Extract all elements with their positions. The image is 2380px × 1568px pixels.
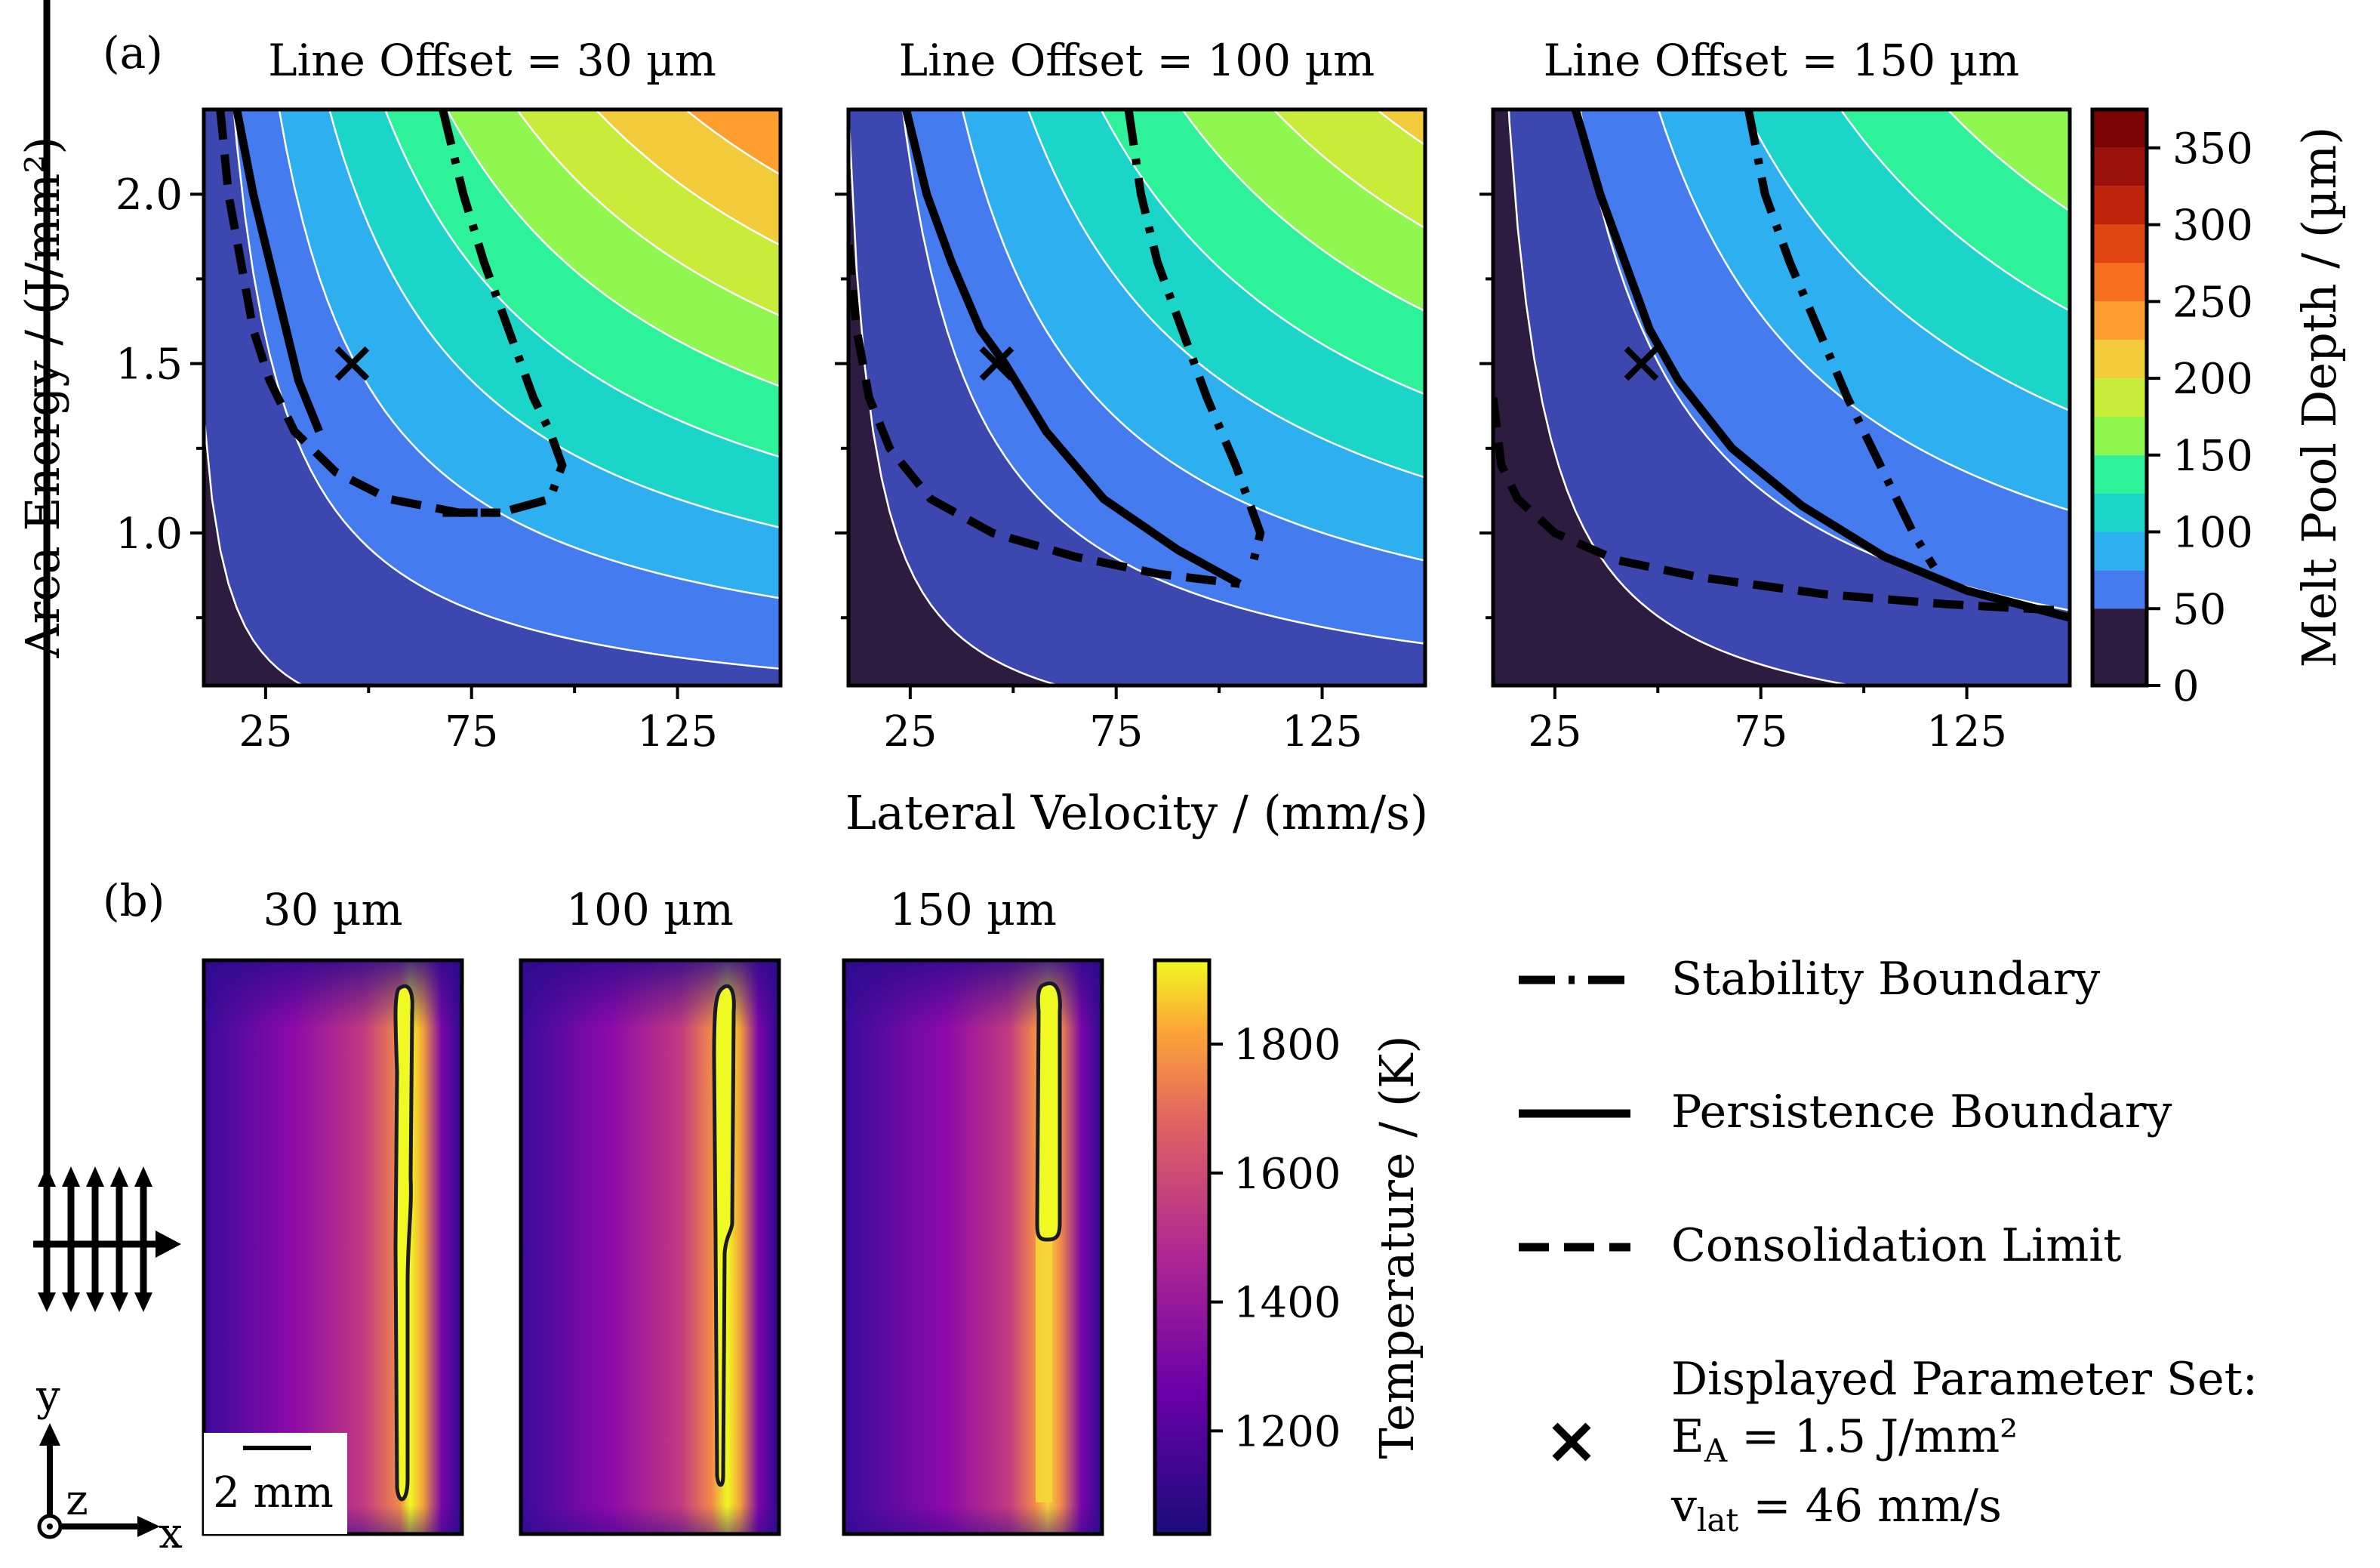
melt-pool-outline-3 bbox=[1035, 981, 1062, 1242]
plot-title-2: Line Offset = 100 µm bbox=[899, 35, 1375, 86]
temperature-tick-label: 1800 bbox=[1233, 1021, 1341, 1070]
x-tick-label: 75 bbox=[445, 707, 498, 756]
contour-plot-2: Line Offset = 100 µm bbox=[846, 35, 1427, 688]
legend-consolidation-label: Consolidation Limit bbox=[1671, 1219, 2122, 1272]
axes-frame-2 bbox=[846, 107, 1427, 688]
x-tick-label: 25 bbox=[883, 707, 937, 756]
x-tick-label: 125 bbox=[637, 707, 718, 756]
parameter-marker-2 bbox=[979, 346, 1015, 381]
depth-colorbar-label: Melt Pool Depth / (µm) bbox=[2292, 127, 2347, 668]
persistence-boundary-line-1 bbox=[232, 109, 323, 433]
parameter-marker-1 bbox=[334, 346, 370, 381]
depth-tick-label: 200 bbox=[2172, 355, 2253, 404]
legend-persistence-label: Persistence Boundary bbox=[1671, 1086, 2172, 1138]
depth-colorbar-levels: 0 50 100 150 200 250 300 350 bbox=[2092, 109, 2253, 711]
legend-stability-label: Stability Boundary bbox=[1671, 953, 2101, 1006]
temperature-map-2: 100 µm bbox=[519, 884, 781, 1536]
y-tick-label: 2.0 bbox=[115, 171, 183, 220]
heat-track-3 bbox=[1036, 1223, 1052, 1502]
consolidation-limit-line-1 bbox=[216, 109, 500, 517]
x-axis-label: Lateral Velocity / (mm/s) bbox=[845, 785, 1428, 840]
temperature-map-frame-2 bbox=[519, 958, 781, 1536]
legend bbox=[1519, 975, 1630, 1462]
depth-tick-label: 350 bbox=[2172, 125, 2253, 174]
persistence-boundary-line-2 bbox=[902, 109, 1242, 588]
depth-tick-label: 150 bbox=[2172, 432, 2253, 481]
x-tick-label: 25 bbox=[1528, 707, 1581, 756]
temperature-map-1: 30 µm 2 mm bbox=[202, 884, 464, 1536]
temperature-map-3: 150 µm bbox=[842, 884, 1104, 1536]
axis-indicator-y: y bbox=[35, 1372, 60, 1421]
plot-title-1: Line Offset = 30 µm bbox=[268, 35, 716, 86]
contour-fill-3 bbox=[1493, 109, 2070, 685]
legend-param-ea-sub: A bbox=[1704, 1432, 1728, 1469]
x-tick-label: 125 bbox=[1282, 707, 1362, 756]
legend-param-v-value: = 46 mm/s bbox=[1738, 1480, 2002, 1533]
temperature-tick-label: 1600 bbox=[1233, 1150, 1341, 1199]
x-tick-label: 75 bbox=[1734, 707, 1787, 756]
legend-param-ea-value: = 1.5 J/mm² bbox=[1727, 1410, 2018, 1463]
temperature-map-title-2: 100 µm bbox=[566, 884, 734, 935]
axis-indicator-x: x bbox=[159, 1509, 183, 1558]
contour-plot-1: Line Offset = 30 µm bbox=[202, 35, 783, 688]
panel-label-b: (b) bbox=[103, 875, 165, 926]
parameter-marker-3 bbox=[1624, 346, 1659, 381]
contour-fill-1 bbox=[204, 109, 781, 685]
panel-label-a: (a) bbox=[103, 27, 163, 79]
contour-plot-3: Line Offset = 150 µm bbox=[1491, 35, 2072, 688]
temperature-map-title-3: 150 µm bbox=[889, 884, 1057, 935]
depth-tick-label: 250 bbox=[2172, 278, 2253, 327]
melt-pool-outline-1 bbox=[393, 984, 414, 1502]
legend-marker-icon bbox=[1552, 1422, 1591, 1462]
temperature-colorbar: 1200 1400 1600 1800 Temperature / (K) bbox=[1153, 958, 1424, 1536]
y-tick-label: 1.5 bbox=[115, 340, 183, 390]
depth-tick-label: 50 bbox=[2172, 585, 2226, 634]
depth-colorbar-frame bbox=[2090, 107, 2149, 688]
coordinate-axes-icon: y z x bbox=[35, 1372, 183, 1558]
x-tick-label: 75 bbox=[1089, 707, 1143, 756]
axes-frame-1 bbox=[202, 107, 783, 688]
axis-ticks: 25 75 125 1.0 1.5 2.0 25 75 125 25 75 125 bbox=[115, 171, 2007, 756]
plot-title-3: Line Offset = 150 µm bbox=[1544, 35, 2020, 86]
melt-pool-outline-2 bbox=[712, 984, 736, 1487]
legend-param-v-symbol: v bbox=[1671, 1480, 1697, 1533]
stability-boundary-line-3 bbox=[1744, 109, 1938, 569]
axes-frame-3 bbox=[1491, 107, 2072, 688]
depth-colorbar: 0 50 100 150 200 250 300 350 Melt Pool Depth / … bbox=[2090, 107, 2347, 711]
scan-path-icon bbox=[33, 0, 181, 1312]
depth-tick-label: 300 bbox=[2172, 202, 2253, 251]
legend-param-ea: EA = 1.5 J/mm² bbox=[1671, 1410, 2018, 1469]
legend-param-title: Displayed Parameter Set: bbox=[1671, 1353, 2258, 1406]
temperature-tick-label: 1400 bbox=[1233, 1279, 1341, 1328]
stability-boundary-line-2 bbox=[1124, 109, 1265, 568]
consolidation-limit-line-3 bbox=[1493, 396, 2070, 615]
legend-param-v-sub: lat bbox=[1696, 1502, 1739, 1539]
contour-fill-2 bbox=[848, 109, 1425, 685]
temperature-map-frame-3 bbox=[842, 958, 1104, 1536]
legend-param-v: vlat = 46 mm/s bbox=[1671, 1480, 2002, 1539]
consolidation-limit-line-2 bbox=[848, 244, 1241, 588]
x-tick-label: 125 bbox=[1926, 707, 2007, 756]
axis-indicator-z: z bbox=[66, 1476, 88, 1525]
depth-tick-label: 100 bbox=[2172, 509, 2253, 558]
temperature-colorbar-frame bbox=[1153, 958, 1212, 1536]
temperature-colorbar-ticks: 1200 1400 1600 1800 bbox=[1209, 1021, 1341, 1456]
y-axis-label: Area Energy / (J/mm²) bbox=[15, 137, 70, 659]
temperature-tick-label: 1200 bbox=[1233, 1407, 1341, 1456]
persistence-boundary-line-3 bbox=[1571, 109, 2070, 622]
temperature-colorbar-label: Temperature / (K) bbox=[1369, 1035, 1424, 1459]
scale-bar-label: 2 mm bbox=[213, 1468, 334, 1517]
stability-boundary-line-1 bbox=[439, 109, 567, 517]
temperature-map-title-1: 30 µm bbox=[263, 884, 403, 935]
x-tick-label: 25 bbox=[239, 707, 292, 756]
legend-param-ea-symbol: E bbox=[1671, 1410, 1704, 1463]
y-tick-label: 1.0 bbox=[115, 510, 183, 559]
depth-tick-label: 0 bbox=[2172, 662, 2200, 711]
